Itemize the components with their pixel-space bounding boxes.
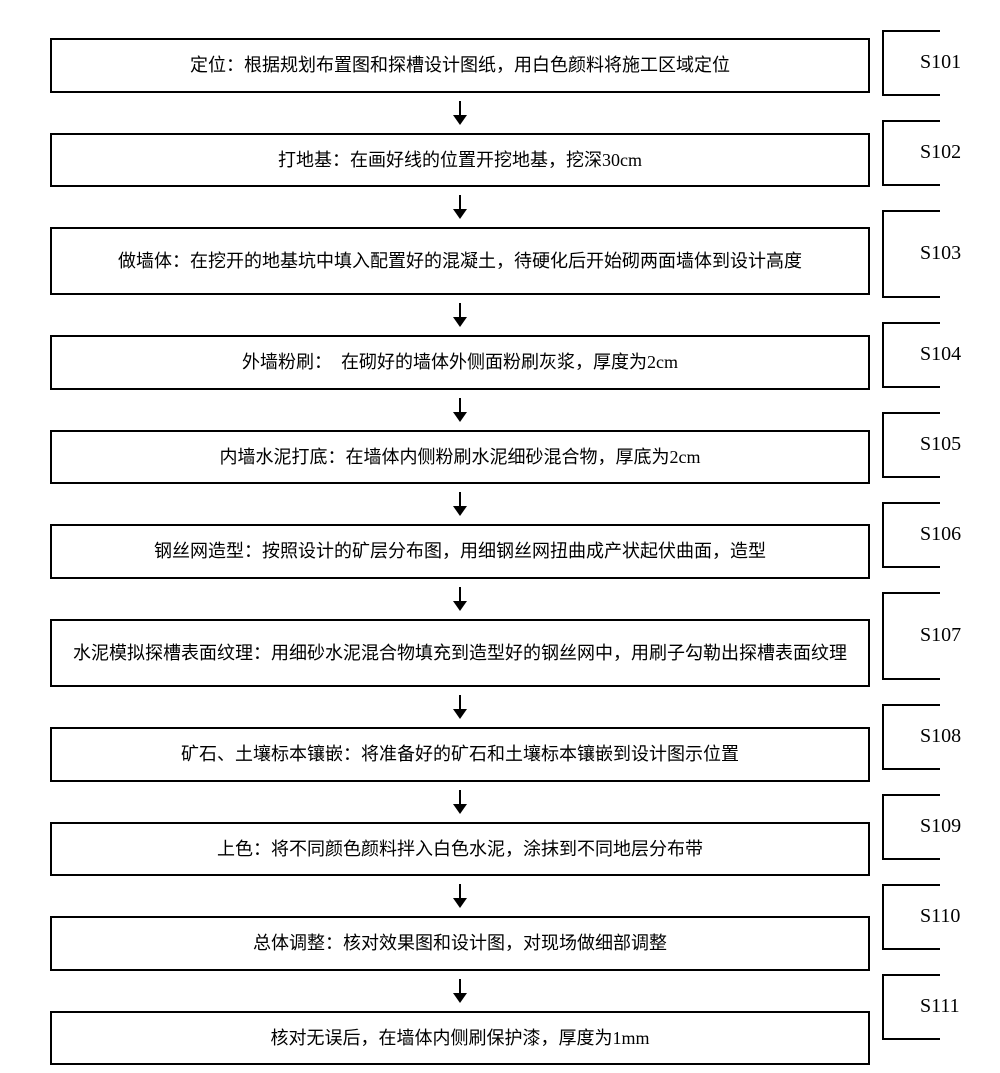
arrow-head [453, 317, 467, 327]
step-box: 钢丝网造型：按照设计的矿层分布图，用细钢丝网扭曲成产状起伏曲面，造型 [50, 524, 870, 579]
arrow-down-icon [50, 695, 870, 719]
step-row: 总体调整：核对效果图和设计图，对现场做细部调整 [50, 916, 950, 971]
connector-top [50, 814, 870, 822]
connector-bottom [50, 390, 870, 398]
arrow-head [453, 898, 467, 908]
step-label: S110 [920, 905, 960, 928]
step-box: 上色：将不同颜色颜料拌入白色水泥，涂抹到不同地层分布带 [50, 822, 870, 877]
arrow-down-icon [50, 492, 870, 516]
connector-bottom [50, 971, 870, 979]
arrow-head [453, 993, 467, 1003]
arrow-down-icon [50, 398, 870, 422]
connector-bottom [50, 187, 870, 195]
arrow-down-icon [50, 979, 870, 1003]
step-label: S107 [920, 624, 961, 647]
arrow-head [453, 601, 467, 611]
step-label: S108 [920, 725, 961, 748]
connector-bottom [50, 782, 870, 790]
step-row: 定位：根据规划布置图和探槽设计图纸，用白色颜料将施工区域定位 [50, 38, 950, 93]
connector-top [50, 611, 870, 619]
arrow-down-icon [50, 790, 870, 814]
step-row: 水泥模拟探槽表面纹理：用细砂水泥混合物填充到造型好的钢丝网中，用刷子勾勒出探槽表… [50, 619, 950, 687]
step-box: 定位：根据规划布置图和探槽设计图纸，用白色颜料将施工区域定位 [50, 38, 870, 93]
arrow-head [453, 709, 467, 719]
connector-bottom [50, 579, 870, 587]
step-box: 打地基：在画好线的位置开挖地基，挖深30cm [50, 133, 870, 188]
connector-top [50, 422, 870, 430]
arrow-down-icon [50, 884, 870, 908]
step-row: 核对无误后，在墙体内侧刷保护漆，厚度为1mm [50, 1011, 950, 1066]
step-row: 内墙水泥打底：在墙体内侧粉刷水泥细砂混合物，厚底为2cm [50, 430, 950, 485]
connector-top [50, 516, 870, 524]
connector-bottom [50, 1065, 870, 1073]
step-row: 外墙粉刷： 在砌好的墙体外侧面粉刷灰浆，厚度为2cm [50, 335, 950, 390]
process-flowchart: 定位：根据规划布置图和探槽设计图纸，用白色颜料将施工区域定位S101打地基：在画… [50, 30, 950, 1073]
arrow-down-icon [50, 303, 870, 327]
step-box: 做墙体：在挖开的地基坑中填入配置好的混凝土，待硬化后开始砌两面墙体到设计高度 [50, 227, 870, 295]
arrow-down-icon [50, 101, 870, 125]
arrow-head [453, 115, 467, 125]
connector-top [50, 327, 870, 335]
connector-bottom [50, 484, 870, 492]
connector-top [50, 125, 870, 133]
arrow-head [453, 412, 467, 422]
arrow-down-icon [50, 587, 870, 611]
connector-bottom [50, 687, 870, 695]
step-label: S101 [920, 51, 961, 74]
connector-bottom [50, 93, 870, 101]
connector-top [50, 30, 870, 38]
step-label: S103 [920, 242, 961, 265]
step-box: 水泥模拟探槽表面纹理：用细砂水泥混合物填充到造型好的钢丝网中，用刷子勾勒出探槽表… [50, 619, 870, 687]
connector-top [50, 219, 870, 227]
arrow-down-icon [50, 195, 870, 219]
step-row: 钢丝网造型：按照设计的矿层分布图，用细钢丝网扭曲成产状起伏曲面，造型 [50, 524, 950, 579]
connector-bottom [50, 295, 870, 303]
connector-top [50, 719, 870, 727]
step-box: 外墙粉刷： 在砌好的墙体外侧面粉刷灰浆，厚度为2cm [50, 335, 870, 390]
connector-top [50, 1003, 870, 1011]
step-label: S111 [920, 995, 960, 1018]
step-row: 打地基：在画好线的位置开挖地基，挖深30cm [50, 133, 950, 188]
arrow-head [453, 804, 467, 814]
step-label: S104 [920, 343, 961, 366]
step-row: 矿石、土壤标本镶嵌：将准备好的矿石和土壤标本镶嵌到设计图示位置 [50, 727, 950, 782]
arrow-head [453, 506, 467, 516]
step-label: S106 [920, 523, 961, 546]
step-label: S109 [920, 815, 961, 838]
connector-bottom [50, 876, 870, 884]
arrow-head [453, 209, 467, 219]
step-box: 核对无误后，在墙体内侧刷保护漆，厚度为1mm [50, 1011, 870, 1066]
step-row: 做墙体：在挖开的地基坑中填入配置好的混凝土，待硬化后开始砌两面墙体到设计高度 [50, 227, 950, 295]
step-label: S102 [920, 141, 961, 164]
step-box: 内墙水泥打底：在墙体内侧粉刷水泥细砂混合物，厚底为2cm [50, 430, 870, 485]
step-label: S105 [920, 433, 961, 456]
step-box: 矿石、土壤标本镶嵌：将准备好的矿石和土壤标本镶嵌到设计图示位置 [50, 727, 870, 782]
step-row: 上色：将不同颜色颜料拌入白色水泥，涂抹到不同地层分布带 [50, 822, 950, 877]
step-box: 总体调整：核对效果图和设计图，对现场做细部调整 [50, 916, 870, 971]
connector-top [50, 908, 870, 916]
